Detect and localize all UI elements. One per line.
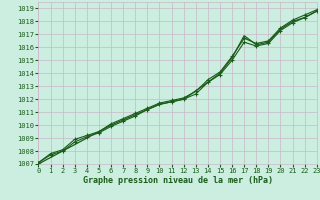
X-axis label: Graphe pression niveau de la mer (hPa): Graphe pression niveau de la mer (hPa): [83, 176, 273, 185]
